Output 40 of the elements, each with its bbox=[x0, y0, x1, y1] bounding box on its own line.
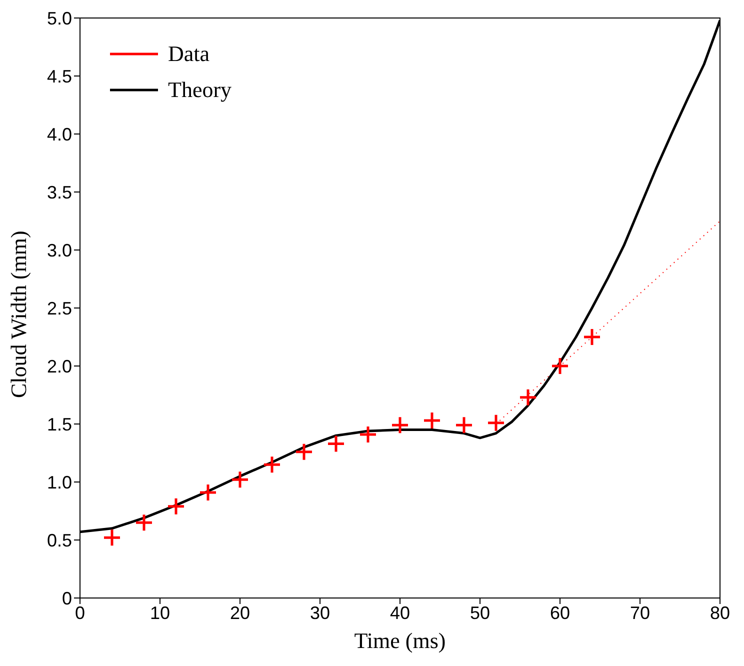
point bbox=[134, 513, 154, 532]
point bbox=[358, 425, 378, 444]
legend-label: Data bbox=[168, 40, 210, 68]
point bbox=[550, 356, 570, 376]
x-tick-label: 70 bbox=[630, 602, 650, 623]
x-tick-label: 0 bbox=[74, 602, 86, 623]
x-tick-label: 50 bbox=[470, 602, 490, 623]
x-tick-label: 30 bbox=[310, 602, 330, 623]
point bbox=[230, 470, 250, 489]
point bbox=[166, 497, 186, 516]
y-tick-label: 2.5 bbox=[46, 298, 72, 318]
y-tick-label: 0.5 bbox=[46, 530, 72, 550]
y-tick-label: 0 bbox=[62, 588, 72, 608]
point bbox=[294, 442, 314, 462]
point bbox=[326, 434, 346, 453]
point bbox=[102, 528, 122, 547]
x-axis-title: Time (ms) bbox=[354, 628, 446, 653]
x-tick-label: 80 bbox=[710, 602, 730, 623]
point bbox=[422, 411, 442, 430]
point bbox=[486, 414, 506, 432]
point bbox=[262, 455, 282, 474]
y-tick-label: 1.0 bbox=[46, 472, 72, 492]
y-tick-label: 4.5 bbox=[46, 66, 72, 86]
y-tick-label: 2.0 bbox=[46, 356, 72, 376]
y-axis-title: Cloud Width (mm) bbox=[6, 230, 31, 398]
y-tick-label: 5.0 bbox=[46, 8, 72, 28]
point bbox=[454, 416, 474, 434]
point bbox=[390, 416, 410, 434]
point bbox=[582, 328, 602, 346]
point bbox=[518, 388, 538, 407]
y-tick-label: 1.5 bbox=[46, 414, 72, 434]
y-tick-label: 3.5 bbox=[46, 182, 72, 202]
point bbox=[198, 483, 218, 502]
x-tick-label: 20 bbox=[230, 602, 250, 623]
y-tick-label: 3.0 bbox=[46, 240, 72, 260]
legend-label: Theory bbox=[168, 76, 232, 104]
x-tick-label: 40 bbox=[390, 602, 410, 623]
y-tick-label: 4.0 bbox=[46, 124, 72, 144]
x-tick-label: 10 bbox=[150, 602, 170, 623]
x-tick-label: 60 bbox=[550, 602, 570, 623]
